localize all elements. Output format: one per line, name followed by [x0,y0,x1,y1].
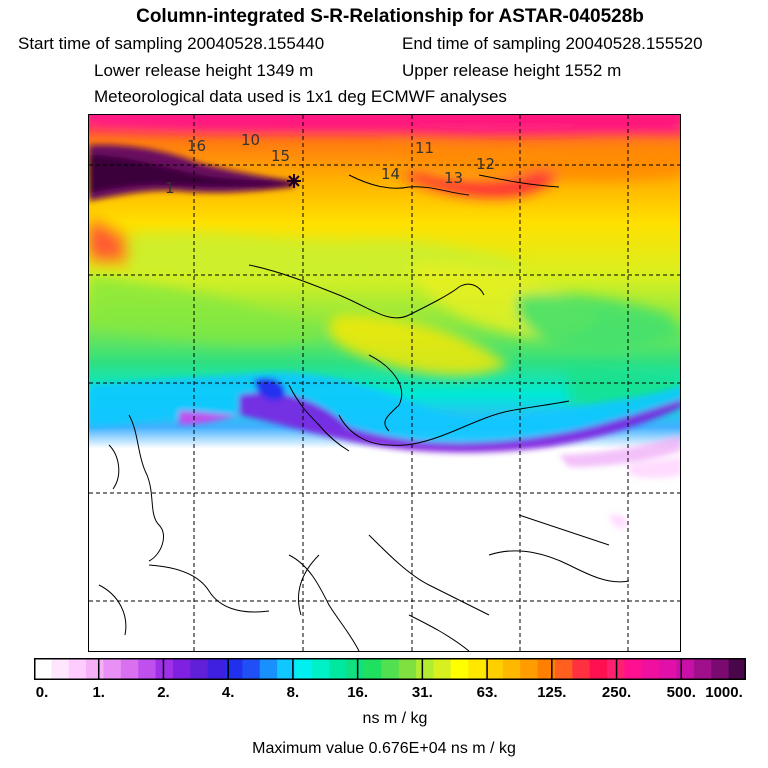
colorbar-tick-label: 500. [666,684,696,701]
colorbar-swatch [398,658,417,680]
colorbar-swatch [450,658,469,680]
colorbar-tick-label: 16. [347,684,369,701]
colorbar-tick-label: 8. [286,684,300,701]
lower-height-text: Lower release height 1349 m [94,61,314,80]
colorbar-tick-label: 1. [92,684,105,701]
colorbar-swatch [311,658,330,680]
end-time-text: End time of sampling 20040528.155520 [402,34,703,53]
colorbar-swatch [624,658,643,680]
colorbar [34,658,746,680]
trajectory-labels: 16 10 15 11 14 13 12 1 [165,131,495,197]
colorbar-tick-label: 2. [157,684,170,701]
trajectory-label-15: 15 [271,147,290,165]
start-time-text: Start time of sampling 20040528.155440 [18,34,325,53]
colorbar-swatch [537,658,556,680]
maximum-value-text: Maximum value 0.676E+04 ns m / kg [252,740,516,757]
trajectory-label-11: 11 [415,139,434,157]
colorbar-swatch [381,658,400,680]
colorbar-swatch [676,658,695,680]
trajectory-label-16: 16 [187,137,206,155]
release-point-icon [287,174,301,188]
colorbar-swatch [68,658,87,680]
colorbar-tick-label: 0. [35,684,49,701]
colorbar-swatch [693,658,712,680]
colorbar-swatch [363,658,382,680]
colorbar-units: ns m / kg [362,710,428,727]
colorbar-swatch [225,658,243,680]
colorbar-tick-label: 1000. [705,684,743,701]
colorbar-swatch [172,658,191,680]
colorbar-swatch [346,658,365,680]
colorbar-tick-label: 250. [601,684,632,701]
colorbar-swatch [468,658,487,680]
trajectory-label-12: 12 [476,155,495,173]
met-data-text: Meteorological data used is 1x1 deg ECMW… [94,87,507,106]
colorbar-swatch [502,658,521,680]
colorbar-swatch [190,658,209,680]
colorbar-swatch [138,658,157,680]
colorbar-tick-label: 125. [537,684,567,701]
colorbar-swatch [242,658,261,680]
colorbar-swatch [641,658,660,680]
colorbar-swatch [485,658,504,680]
colorbar-swatch [433,658,452,680]
colorbar-swatch [120,658,139,680]
coastlines [98,174,630,651]
colorbar-swatch [329,658,348,680]
map-panel: 16 10 15 11 14 13 12 1 [88,114,681,652]
colorbar-swatch [34,658,52,680]
colorbar-swatch [51,658,70,680]
colorbar-swatch [207,658,226,680]
colorbar-swatch [554,658,573,680]
grid-lines [89,115,680,651]
upper-height-text: Upper release height 1552 m [402,61,622,80]
colorbar-swatch [728,658,746,680]
colorbar-swatch [589,658,608,680]
colorbar-swatch [259,658,278,680]
trajectory-label-1: 1 [165,179,175,197]
colorbar-swatch [294,658,313,680]
colorbar-swatch [86,658,104,680]
colorbar-tick-label: 63. [476,684,498,701]
colorbar-swatch [103,658,122,680]
colorbar-swatch [520,658,539,680]
colorbar-swatch [416,658,434,680]
map-canvas: 16 10 15 11 14 13 12 1 [89,115,680,651]
colorbar-swatch [711,658,730,680]
trajectory-label-10: 10 [241,131,260,149]
colorbar-tick-label: 31. [411,684,433,701]
colorbar-swatch [659,658,678,680]
colorbar-tick-label: 4. [221,684,235,701]
colorbar-swatch [572,658,591,680]
colorbar-swatch [155,658,174,680]
trajectory-label-13: 13 [444,169,463,187]
chart-title: Column-integrated S-R-Relationship for A… [136,6,644,27]
trajectory-label-14: 14 [381,165,400,183]
colorbar-swatch [277,658,295,680]
colorbar-border [34,658,746,680]
